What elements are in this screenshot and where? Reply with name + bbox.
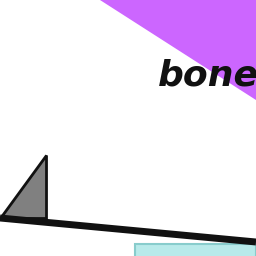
Bar xyxy=(135,244,256,256)
Polygon shape xyxy=(0,155,46,218)
Text: bone: bone xyxy=(158,58,256,92)
Polygon shape xyxy=(100,0,256,100)
